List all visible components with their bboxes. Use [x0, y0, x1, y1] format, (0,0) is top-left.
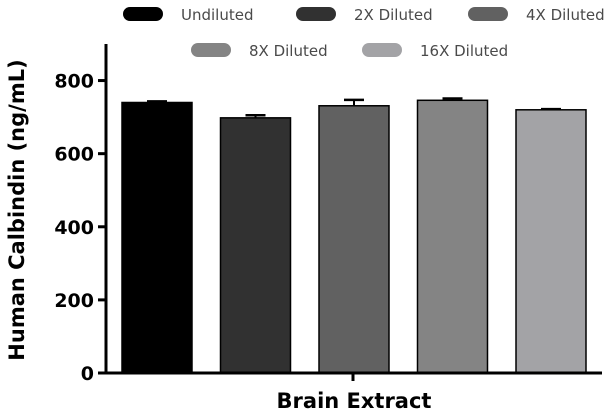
legend-label: 4X Diluted — [526, 6, 605, 24]
x-axis-title: Brain Extract — [277, 389, 432, 413]
bar — [515, 109, 587, 374]
legend-swatch — [191, 43, 231, 57]
legend-label: 16X Diluted — [420, 42, 508, 60]
bar — [121, 101, 193, 374]
y-tick-label: 400 — [54, 217, 94, 239]
bars — [121, 97, 587, 374]
legend-label: Undiluted — [181, 6, 253, 24]
legend-label: 8X Diluted — [249, 42, 328, 60]
legend-swatch — [296, 7, 336, 21]
y-tick-label: 600 — [54, 144, 94, 166]
y-tick-label: 800 — [54, 71, 94, 93]
y-axis-title: Human Calbindin (ng/mL) — [5, 59, 29, 360]
bar — [219, 117, 292, 374]
legend-label: 2X Diluted — [354, 6, 433, 24]
y-tick-label: 200 — [54, 290, 94, 312]
axes — [104, 44, 602, 381]
bar — [416, 99, 489, 374]
y-ticks: 0 200 400 600 800 — [54, 71, 106, 385]
y-tick-label: 0 — [81, 363, 94, 385]
legend: Undiluted 2X Diluted 4X Diluted 8X Diluted 1… — [123, 6, 605, 60]
legend-swatch — [468, 7, 508, 21]
bar — [318, 105, 390, 374]
legend-swatch — [362, 43, 402, 57]
legend-swatch — [123, 7, 163, 21]
